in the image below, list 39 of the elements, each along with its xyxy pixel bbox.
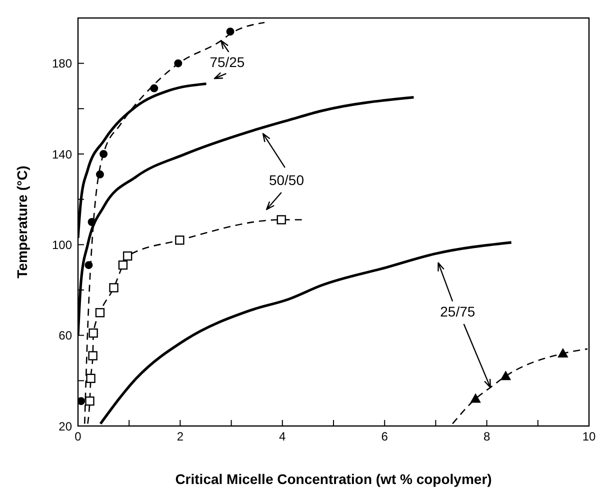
x-tick-label: 0 xyxy=(74,430,82,444)
x-axis-title: Critical Micelle Concentration (wt % copolymer) xyxy=(175,471,492,487)
x-tick-label: 2 xyxy=(176,430,184,444)
annotation: 25/75 xyxy=(440,303,476,320)
point xyxy=(558,348,568,358)
point xyxy=(78,397,86,406)
point xyxy=(122,251,132,261)
x-tick-label: 4 xyxy=(279,430,286,444)
point xyxy=(226,28,234,36)
x-tick-label: 6 xyxy=(381,430,388,444)
y-axis-title: Temperature (°C) xyxy=(14,166,30,278)
point xyxy=(470,394,481,403)
y-tick-label: 60 xyxy=(58,328,72,343)
point xyxy=(86,374,96,383)
point xyxy=(88,351,98,360)
point xyxy=(500,371,511,380)
point xyxy=(118,260,128,270)
line-series xyxy=(99,241,513,426)
point xyxy=(174,59,182,68)
point xyxy=(95,308,105,318)
point xyxy=(175,236,184,245)
annotation: 50/50 xyxy=(268,172,304,188)
point xyxy=(88,328,98,338)
y-tick-label: 100 xyxy=(52,238,72,252)
point xyxy=(150,84,158,92)
y-tick-label: 180 xyxy=(52,56,72,71)
point xyxy=(100,150,108,158)
y-tick-label: 20 xyxy=(58,419,72,434)
point xyxy=(276,215,286,224)
point xyxy=(88,218,96,226)
annotation: 75/25 xyxy=(210,54,245,70)
point xyxy=(85,396,94,406)
point xyxy=(96,170,104,178)
point xyxy=(109,283,118,292)
y-tick-label: 140 xyxy=(52,147,72,162)
point xyxy=(84,261,93,270)
x-tick-label: 8 xyxy=(483,430,490,444)
line-series xyxy=(452,348,588,424)
x-tick-label: 10 xyxy=(582,430,596,444)
